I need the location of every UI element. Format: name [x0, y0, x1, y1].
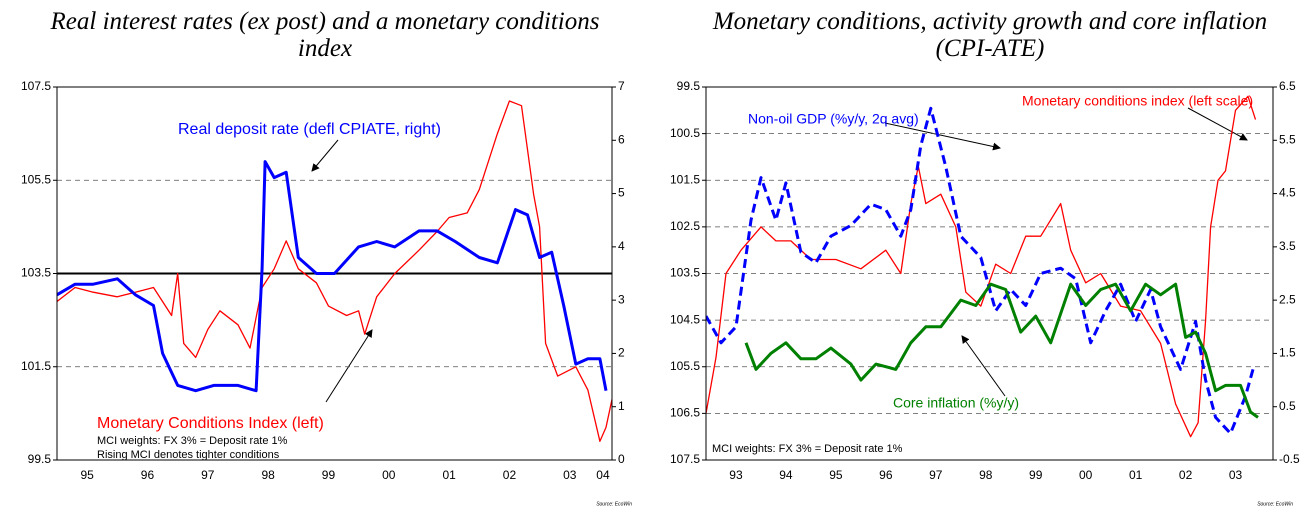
series-label: Monetary conditions index (left scale) — [1022, 93, 1253, 109]
y2-tick-label: 5.5 — [1279, 132, 1296, 146]
plot-frame — [56, 86, 613, 461]
x-tick-label: 02 — [1179, 468, 1193, 482]
x-tick-label: 97 — [929, 468, 943, 482]
y2-tick-label: -0.5 — [1279, 452, 1300, 466]
y2-tick-label: 1.5 — [1279, 346, 1296, 360]
x-tick-label: 01 — [1129, 468, 1143, 482]
series-label: Real deposit rate (defl CPIATE, right) — [178, 121, 441, 138]
y-tick-label: 105.5 — [670, 359, 700, 373]
y-tick-label: 101.5 — [21, 359, 51, 373]
y2-tick-label: 2 — [618, 346, 625, 360]
x-tick-label: 96 — [141, 468, 155, 482]
y-tick-label: 103.5 — [670, 266, 700, 280]
series-line — [706, 95, 1257, 438]
arrows — [311, 107, 1248, 403]
y-tick-label: 100.5 — [670, 126, 700, 140]
y-tick-label: 106.5 — [670, 406, 700, 420]
y-tick-label: 102.5 — [670, 219, 700, 233]
arrow — [884, 122, 1001, 151]
y2-tick-label: 0 — [618, 452, 625, 466]
x-tick-label: 03 — [563, 468, 577, 482]
series-label: Non-oil GDP (%y/y, 2q avg) — [748, 111, 919, 127]
y2-tick-label: 1 — [618, 399, 625, 413]
x-tick-label: 02 — [503, 468, 517, 482]
x-tick-label: 01 — [442, 468, 456, 482]
x-tick-label: 98 — [261, 468, 275, 482]
series-line — [744, 282, 1259, 419]
source-note: Source: EcoWin — [1257, 501, 1293, 507]
y2-tick-label: 3.5 — [1279, 239, 1296, 253]
y2-tick-label: 6 — [618, 132, 625, 146]
series-line — [57, 100, 612, 442]
x-tick-label: 98 — [979, 468, 993, 482]
x-tick-label: 03 — [1229, 468, 1243, 482]
arrow — [311, 139, 339, 172]
y-tick-label: 101.5 — [670, 172, 700, 186]
y2-tick-label: 7 — [618, 79, 625, 93]
x-tick-label: 97 — [201, 468, 215, 482]
series-line — [706, 106, 1255, 435]
x-tick-label: 99 — [1029, 468, 1043, 482]
x-tick-label: 95 — [80, 468, 94, 482]
annotation: MCI weights: FX 3% = Deposit rate 1% — [97, 435, 288, 447]
plot-frame — [705, 86, 1274, 461]
y-tick-label: 107.5 — [670, 452, 700, 466]
x-tick-label: 96 — [879, 468, 893, 482]
x-tick-label: 99 — [322, 468, 336, 482]
annotation: Rising MCI denotes tighter conditions — [97, 449, 280, 461]
x-tick-label: 04 — [596, 468, 610, 482]
y-tick-label: 105.5 — [21, 172, 51, 186]
y2-tick-label: 3 — [618, 292, 625, 306]
annotation: MCI weights: FX 3% = Deposit rate 1% — [712, 443, 903, 455]
y2-tick-label: 4.5 — [1279, 186, 1296, 200]
series-line — [57, 160, 608, 393]
y-tick-label: 107.5 — [21, 79, 51, 93]
x-tick-label: 93 — [729, 468, 743, 482]
y-tick-label: 99.5 — [28, 452, 52, 466]
chart-title: Monetary conditions, activity growth and… — [712, 8, 1268, 62]
series-label: Monetary Conditions Index (left) — [97, 415, 324, 432]
y2-tick-label: 4 — [618, 239, 625, 253]
x-tick-label: 94 — [779, 468, 793, 482]
y-tick-label: 103.5 — [21, 266, 51, 280]
x-tick-label: 00 — [382, 468, 396, 482]
y2-tick-label: 6.5 — [1279, 79, 1296, 93]
chart-title: Real interest rates (ex post) and a mone… — [50, 8, 600, 62]
y2-tick-label: 0.5 — [1279, 399, 1296, 413]
x-tick-label: 95 — [829, 468, 843, 482]
arrow — [961, 335, 1006, 397]
y2-tick-label: 2.5 — [1279, 292, 1296, 306]
arrow — [325, 329, 373, 403]
x-tick-label: 00 — [1079, 468, 1093, 482]
series-label: Core inflation (%y/y) — [893, 395, 1019, 411]
chart: 99.5 100.5 101.5 102.5 103.5 104.5 105.5 106.5 1… — [670, 79, 1300, 507]
arrow — [1187, 107, 1248, 141]
source-note: Source: EcoWin — [596, 501, 632, 507]
y-tick-label: 99.5 — [677, 79, 701, 93]
y-tick-label: 104.5 — [670, 312, 700, 326]
y2-tick-label: 5 — [618, 186, 625, 200]
